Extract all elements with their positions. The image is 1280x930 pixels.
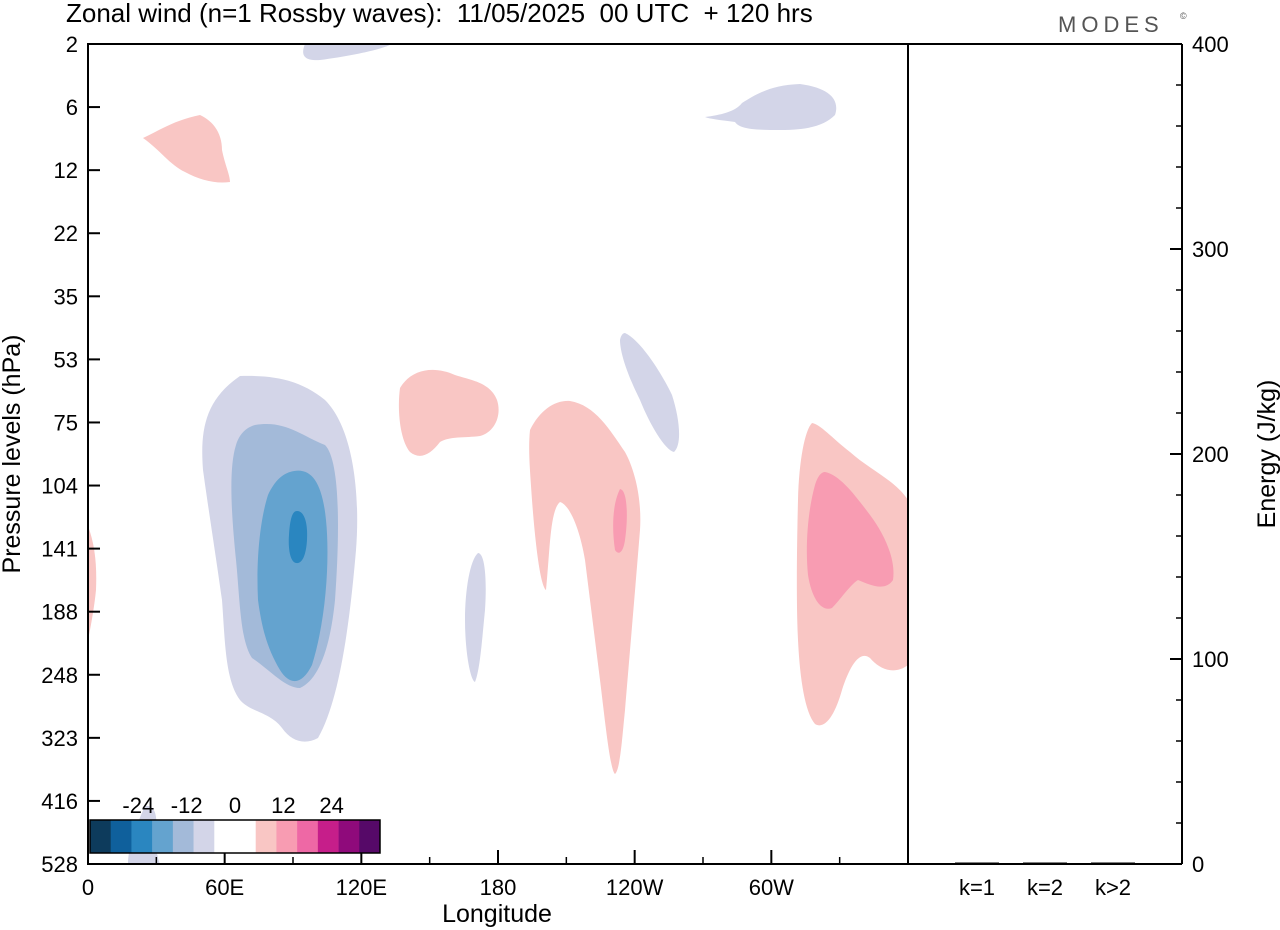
- energy-bar: [955, 862, 999, 864]
- colorbar-swatch: [235, 820, 257, 853]
- brand-mark: ©: [1180, 11, 1187, 21]
- colorbar-swatch: [255, 820, 277, 853]
- contour-neg-top: [303, 44, 392, 61]
- energy-categories: k=1 k=2 k>2: [959, 875, 1131, 900]
- contour-neg-4: [288, 511, 308, 564]
- y-tick-label: 104: [41, 474, 78, 499]
- colorbar-tick-label: -24: [122, 793, 154, 818]
- colorbar-swatch: [193, 820, 215, 853]
- x-tick-label: 180: [480, 875, 517, 900]
- contour-pos-stratosphere: [143, 115, 230, 183]
- colorbar-swatch: [131, 820, 153, 853]
- x-tick-label: 60E: [205, 875, 244, 900]
- y-tick-label: 22: [54, 221, 78, 246]
- y-tick-label: 6: [66, 95, 78, 120]
- brand-logo: MODES: [1058, 12, 1164, 37]
- y-tick-label: 12: [54, 158, 78, 183]
- y-tick-label: 2: [66, 32, 78, 57]
- energy-category-label: k=1: [959, 875, 995, 900]
- colorbar-tick-label: 24: [319, 793, 343, 818]
- colorbar-swatch: [90, 820, 112, 853]
- energy-bar: [1091, 862, 1135, 864]
- y-tick-label: 53: [54, 347, 78, 372]
- contour-pos-150E: [398, 369, 499, 456]
- colorbar-frame: [89, 819, 381, 854]
- colorbar-swatch: [359, 820, 381, 853]
- y-axis-label: Pressure levels (hPa): [0, 335, 26, 574]
- colorbar-swatch: [214, 820, 236, 853]
- x-tick-label: 60W: [749, 875, 794, 900]
- y-axis: 2 6 12 22 35 53 75 104 141 188 248 323 416 528: [41, 32, 100, 877]
- contour-neg-dateline: [465, 553, 486, 682]
- energy-tick-label: 100: [1192, 647, 1229, 672]
- x-axis: 0 60E 120E 180 120W 60W: [82, 850, 841, 900]
- contour-pos-left-edge: [88, 526, 97, 640]
- y-tick-label: 323: [41, 726, 78, 751]
- energy-panel: [908, 43, 1183, 865]
- energy-tick-label: 200: [1192, 442, 1229, 467]
- contour-neg-upper-right: [705, 84, 837, 130]
- contour-pos-dateline-2: [613, 489, 627, 553]
- x-tick-label: 120E: [336, 875, 387, 900]
- colorbar-swatch: [338, 820, 360, 853]
- y-tick-label: 75: [54, 410, 78, 435]
- energy-category-label: k=2: [1027, 875, 1063, 900]
- contour-pos-dateline-1: [529, 400, 641, 774]
- colorbar-tick-label: 12: [271, 793, 295, 818]
- colorbar-tick-label: -12: [171, 793, 203, 818]
- contour-neg-3: [257, 470, 328, 682]
- contour-plot: [87, 43, 909, 865]
- y-tick-label: 416: [41, 789, 78, 814]
- y-tick-label: 528: [41, 852, 78, 877]
- contour-neg-midlevel: [620, 333, 680, 452]
- colorbar-swatch: [152, 820, 174, 853]
- contour-fills: [88, 44, 908, 864]
- energy-axis-label: Energy (J/kg): [1253, 380, 1280, 529]
- energy-bars: [955, 862, 1135, 864]
- energy-category-label: k>2: [1095, 875, 1131, 900]
- energy-tick-label: 0: [1192, 852, 1204, 877]
- contour-pos-west-2: [806, 472, 894, 609]
- x-tick-label: 0: [82, 875, 94, 900]
- energy-y-axis: 0 100 200 300 400: [1170, 32, 1229, 877]
- energy-bar: [1023, 862, 1067, 864]
- colorbar-swatch: [110, 820, 132, 853]
- chart-title: Zonal wind (n=1 Rossby waves): 11/05/202…: [66, 0, 813, 28]
- x-tick-label: 120W: [606, 875, 664, 900]
- y-tick-label: 35: [54, 284, 78, 309]
- energy-tick-label: 300: [1192, 237, 1229, 262]
- colorbar-swatch: [297, 820, 319, 853]
- colorbar: -24 -12 0 12 24: [89, 793, 381, 854]
- y-tick-label: 248: [41, 663, 78, 688]
- x-axis-label: Longitude: [442, 900, 552, 928]
- colorbar-swatch: [276, 820, 298, 853]
- colorbar-swatch: [317, 820, 339, 853]
- colorbar-tick-label: 0: [229, 793, 241, 818]
- energy-tick-label: 400: [1192, 32, 1229, 57]
- colorbar-swatch: [172, 820, 194, 853]
- y-tick-label: 141: [41, 537, 78, 562]
- y-tick-label: 188: [41, 600, 78, 625]
